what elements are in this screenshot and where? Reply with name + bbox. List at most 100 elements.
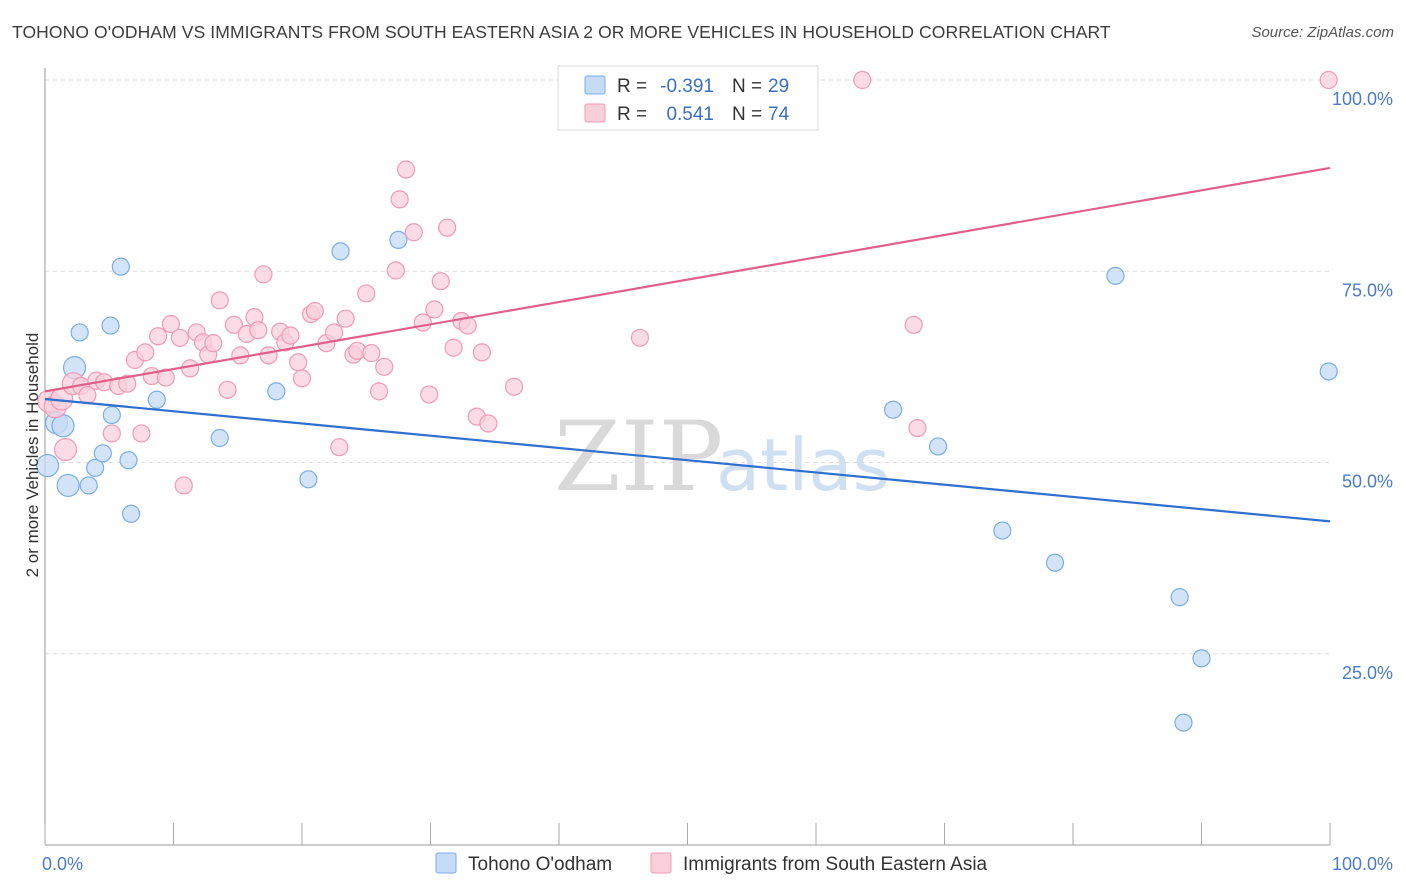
point-tohono	[101, 316, 120, 335]
bottom-legend-swatch	[650, 852, 672, 874]
point-sea-immigrants	[210, 291, 229, 310]
point-sea-immigrants	[431, 272, 450, 291]
legend-swatch	[584, 103, 606, 123]
point-sea-immigrants	[249, 321, 268, 340]
legend-n-value: 74	[768, 104, 790, 125]
legend-r-value: 0.541	[666, 104, 714, 125]
point-tohono	[299, 470, 318, 489]
point-sea-immigrants	[305, 301, 324, 321]
bottom-legend: Tohono O'odham Immigrants from South East…	[435, 852, 988, 875]
point-sea-immigrants	[444, 338, 463, 357]
point-tohono	[1319, 362, 1338, 381]
point-tohono	[331, 242, 350, 261]
legend-n-value: 29	[768, 76, 789, 97]
point-tohono	[928, 437, 948, 456]
point-tohono	[119, 451, 138, 470]
legend: R = -0.391 N = 29 R = 0.541 N = 74	[557, 65, 819, 131]
grid-lines	[45, 79, 1330, 655]
tick-labels: 25.0% 50.0% 75.0% 100.0% 0.0% 100.0%	[42, 89, 1393, 874]
point-sea-immigrants	[289, 353, 308, 372]
point-tohono	[1045, 553, 1065, 572]
point-sea-immigrants	[204, 334, 223, 353]
legend-r-label: R =	[617, 104, 647, 125]
watermark-zip: ZIP	[554, 401, 723, 513]
point-tohono	[993, 521, 1012, 540]
point-sea-immigrants	[375, 357, 394, 376]
point-sea-immigrants	[362, 344, 381, 363]
point-tohono	[79, 476, 98, 495]
point-sea-immigrants	[161, 314, 181, 334]
point-sea-immigrants	[325, 323, 344, 342]
point-sea-immigrants	[259, 346, 278, 365]
point-sea-immigrants	[853, 70, 872, 90]
point-tohono	[1170, 588, 1189, 607]
x-tick-label: 0.0%	[42, 854, 83, 874]
point-tohono	[56, 473, 80, 498]
point-sea-immigrants	[254, 265, 273, 284]
point-sea-immigrants	[396, 160, 416, 179]
bottom-legend-label: Tohono O'odham	[468, 854, 612, 875]
point-sea-immigrants	[102, 424, 121, 443]
trend-lines	[44, 166, 1331, 523]
point-sea-immigrants	[904, 315, 923, 334]
point-tohono	[389, 230, 408, 249]
y-tick-label: 50.0%	[1342, 472, 1393, 492]
point-sea-immigrants	[336, 309, 355, 328]
y-axis-label: 2 or more Vehicles in Household	[23, 333, 42, 578]
point-sea-immigrants	[224, 315, 243, 334]
chart-title: TOHONO O'ODHAM VS IMMIGRANTS FROM SOUTH …	[12, 22, 1111, 42]
point-sea-immigrants	[170, 328, 190, 347]
y-tick-label: 100.0%	[1332, 89, 1393, 109]
point-tohono	[1192, 649, 1211, 668]
point-sea-immigrants	[504, 377, 524, 396]
point-tohono	[102, 405, 121, 425]
point-tohono	[147, 390, 166, 409]
point-tohono	[35, 453, 60, 478]
point-sea-immigrants	[148, 327, 168, 346]
point-tohono	[1174, 713, 1193, 732]
point-sea-immigrants	[78, 386, 97, 405]
point-sea-immigrants	[156, 368, 175, 387]
point-tohono	[1106, 266, 1125, 285]
data-points	[35, 70, 1338, 732]
point-tohono	[210, 428, 229, 448]
point-sea-immigrants	[132, 424, 151, 443]
trend-line-sea-immigrants	[44, 166, 1331, 393]
point-sea-immigrants	[357, 284, 376, 303]
bottom-legend-label: Immigrants from South Eastern Asia	[683, 854, 988, 875]
y-tick-label: 25.0%	[1342, 663, 1393, 683]
point-sea-immigrants	[118, 374, 137, 393]
point-sea-immigrants	[438, 218, 457, 237]
point-sea-immigrants	[386, 261, 405, 280]
point-sea-immigrants	[1319, 70, 1338, 90]
x-tick-label: 100.0%	[1332, 854, 1393, 874]
point-tohono	[93, 444, 112, 463]
point-sea-immigrants	[425, 300, 444, 319]
point-sea-immigrants	[136, 343, 155, 362]
point-sea-immigrants	[330, 438, 349, 457]
point-sea-immigrants	[630, 328, 650, 347]
point-sea-immigrants	[281, 326, 300, 345]
point-sea-immigrants	[292, 369, 312, 388]
point-tohono	[70, 323, 89, 342]
point-sea-immigrants	[472, 343, 491, 362]
point-sea-immigrants	[390, 190, 409, 209]
watermark: ZIP atlas	[554, 401, 890, 513]
point-sea-immigrants	[218, 380, 237, 399]
point-sea-immigrants	[53, 437, 78, 462]
trend-line-tohono	[44, 397, 1331, 523]
point-tohono	[86, 458, 105, 477]
legend-n-label: N =	[732, 104, 762, 125]
point-sea-immigrants	[174, 476, 193, 495]
point-sea-immigrants	[181, 359, 200, 378]
point-tohono	[111, 257, 130, 276]
legend-n-label: N =	[732, 76, 762, 97]
y-tick-label: 75.0%	[1342, 280, 1393, 300]
point-tohono	[883, 400, 903, 419]
point-sea-immigrants	[370, 382, 389, 401]
bottom-legend-swatch	[435, 852, 457, 874]
point-tohono	[121, 504, 141, 523]
legend-r-value: -0.391	[660, 76, 714, 97]
point-sea-immigrants	[420, 385, 439, 404]
